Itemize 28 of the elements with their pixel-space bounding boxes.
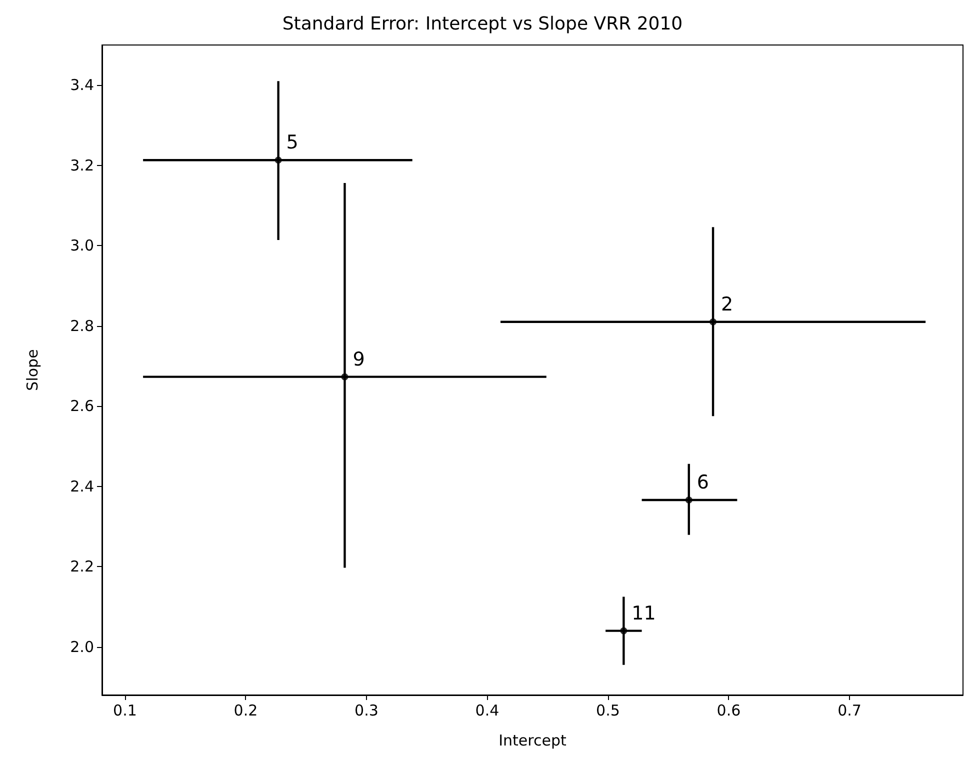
annotation: 2: [721, 293, 734, 316]
x-tick-label: 0.5: [596, 702, 620, 720]
x-tick-label: 0.4: [475, 702, 500, 720]
y-tick-label: 2.0: [70, 638, 94, 656]
annotation: 9: [352, 348, 365, 370]
annotation: 6: [696, 472, 709, 494]
point: [620, 627, 628, 634]
y-tick-label: 3.4: [70, 76, 94, 94]
x-tick-label: 0.7: [838, 702, 862, 720]
x-axis-title: Intercept: [498, 732, 566, 750]
y-tick-label: 2.2: [70, 558, 94, 576]
point: [685, 496, 692, 504]
y-tick-label: 2.4: [70, 477, 94, 496]
y-tick-label: 2.6: [70, 397, 94, 416]
y-axis-title: Slope: [24, 349, 42, 391]
x-tick-label: 0.1: [113, 702, 137, 720]
point: [710, 318, 717, 326]
point: [341, 373, 348, 380]
x-tick-label: 0.2: [234, 702, 258, 720]
annotation: 11: [632, 602, 656, 624]
x-tick-label: 0.6: [716, 702, 741, 720]
y-tick-label: 2.8: [70, 316, 94, 335]
point: [274, 156, 282, 164]
y-tick-label: 3.2: [70, 156, 94, 174]
chart-title: Standard Error: Intercept vs Slope VRR 2010: [282, 14, 683, 34]
x-tick-label: 0.3: [354, 702, 378, 720]
annotation: 5: [286, 132, 298, 154]
y-tick-label: 3.0: [70, 236, 94, 255]
